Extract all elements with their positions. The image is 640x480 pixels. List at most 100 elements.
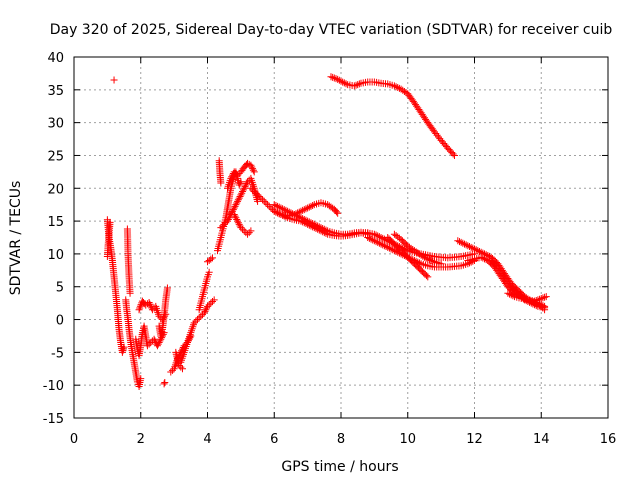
data-point xyxy=(284,207,292,215)
data-point xyxy=(247,184,255,192)
data-point xyxy=(275,203,283,211)
data-point xyxy=(370,230,378,238)
data-point xyxy=(279,211,287,219)
data-point xyxy=(539,294,547,302)
data-point xyxy=(224,217,232,225)
data-point xyxy=(207,255,215,263)
data-point xyxy=(145,298,153,306)
x-tick-label: 12 xyxy=(466,432,483,447)
data-point xyxy=(200,309,208,317)
data-point xyxy=(219,222,227,230)
data-point xyxy=(241,183,249,191)
data-point xyxy=(384,243,392,251)
data-point xyxy=(364,234,372,241)
data-point xyxy=(238,189,246,197)
y-tick-label: 20 xyxy=(47,182,64,197)
data-point xyxy=(425,256,433,264)
data-point xyxy=(354,81,362,89)
data-point xyxy=(231,202,239,210)
data-point xyxy=(459,239,467,247)
data-point xyxy=(106,218,114,226)
data-point xyxy=(205,301,213,309)
y-tick-label: -5 xyxy=(51,346,64,361)
data-point xyxy=(374,238,382,246)
data-point xyxy=(242,181,250,189)
data-point xyxy=(160,380,168,388)
data-point xyxy=(224,215,232,223)
data-point xyxy=(233,199,241,207)
data-point xyxy=(457,238,465,246)
x-tick-label: 4 xyxy=(203,432,211,447)
data-point xyxy=(262,199,270,207)
data-point xyxy=(245,229,253,237)
data-point xyxy=(240,227,248,235)
data-point xyxy=(427,256,435,264)
data-point xyxy=(422,272,430,280)
data-point xyxy=(201,307,209,315)
data-point xyxy=(137,375,145,383)
data-point xyxy=(254,197,262,205)
data-point xyxy=(178,365,186,373)
data-point xyxy=(304,220,312,228)
data-point xyxy=(154,340,162,348)
x-tick-label: 6 xyxy=(270,432,278,447)
data-point xyxy=(479,254,487,262)
data-point xyxy=(507,291,515,299)
data-point xyxy=(279,205,287,213)
data-point xyxy=(317,227,325,235)
data-point xyxy=(265,202,273,210)
data-point xyxy=(280,212,288,220)
data-point xyxy=(320,229,328,237)
data-point xyxy=(333,208,341,216)
data-point xyxy=(319,228,327,236)
data-point xyxy=(300,219,308,227)
data-point xyxy=(299,206,307,214)
y-tick-label: 5 xyxy=(56,281,64,296)
y-tick-labels: -15 -10 -5 0 5 10 15 20 25 30 35 40 xyxy=(43,51,64,427)
data-point xyxy=(392,83,400,91)
data-point xyxy=(135,306,143,314)
data-point xyxy=(118,348,126,356)
data-point xyxy=(234,196,242,204)
data-point xyxy=(385,244,393,252)
data-point xyxy=(143,342,151,350)
data-point xyxy=(476,247,484,255)
data-point xyxy=(229,206,237,214)
data-point xyxy=(299,218,307,226)
data-point xyxy=(355,80,363,88)
data-point xyxy=(249,165,257,173)
data-point xyxy=(541,304,549,312)
data-point xyxy=(239,186,247,194)
data-point xyxy=(309,202,317,210)
data-point xyxy=(272,208,280,216)
data-point xyxy=(352,81,360,89)
x-tick-label: 16 xyxy=(600,432,617,447)
data-point xyxy=(237,224,245,232)
data-point xyxy=(236,179,244,187)
data-point xyxy=(531,297,539,305)
data-point xyxy=(450,151,458,159)
data-point xyxy=(277,211,285,219)
data-point xyxy=(309,223,317,231)
data-point xyxy=(272,202,280,210)
data-point xyxy=(244,178,252,186)
data-point xyxy=(205,268,213,276)
data-point xyxy=(377,240,385,248)
data-point xyxy=(327,73,335,81)
data-point xyxy=(337,77,345,85)
data-point xyxy=(282,206,290,214)
data-point xyxy=(369,236,377,244)
data-point xyxy=(120,343,128,351)
grid-lines xyxy=(74,57,608,418)
data-point xyxy=(302,220,310,228)
data-point xyxy=(424,273,432,281)
data-point xyxy=(481,255,489,263)
data-point xyxy=(365,234,373,242)
data-point xyxy=(237,191,245,199)
data-point xyxy=(136,302,144,310)
data-point xyxy=(257,194,265,202)
data-point xyxy=(244,230,252,238)
data-point xyxy=(156,337,164,345)
data-point xyxy=(375,233,383,241)
data-point xyxy=(204,302,211,310)
